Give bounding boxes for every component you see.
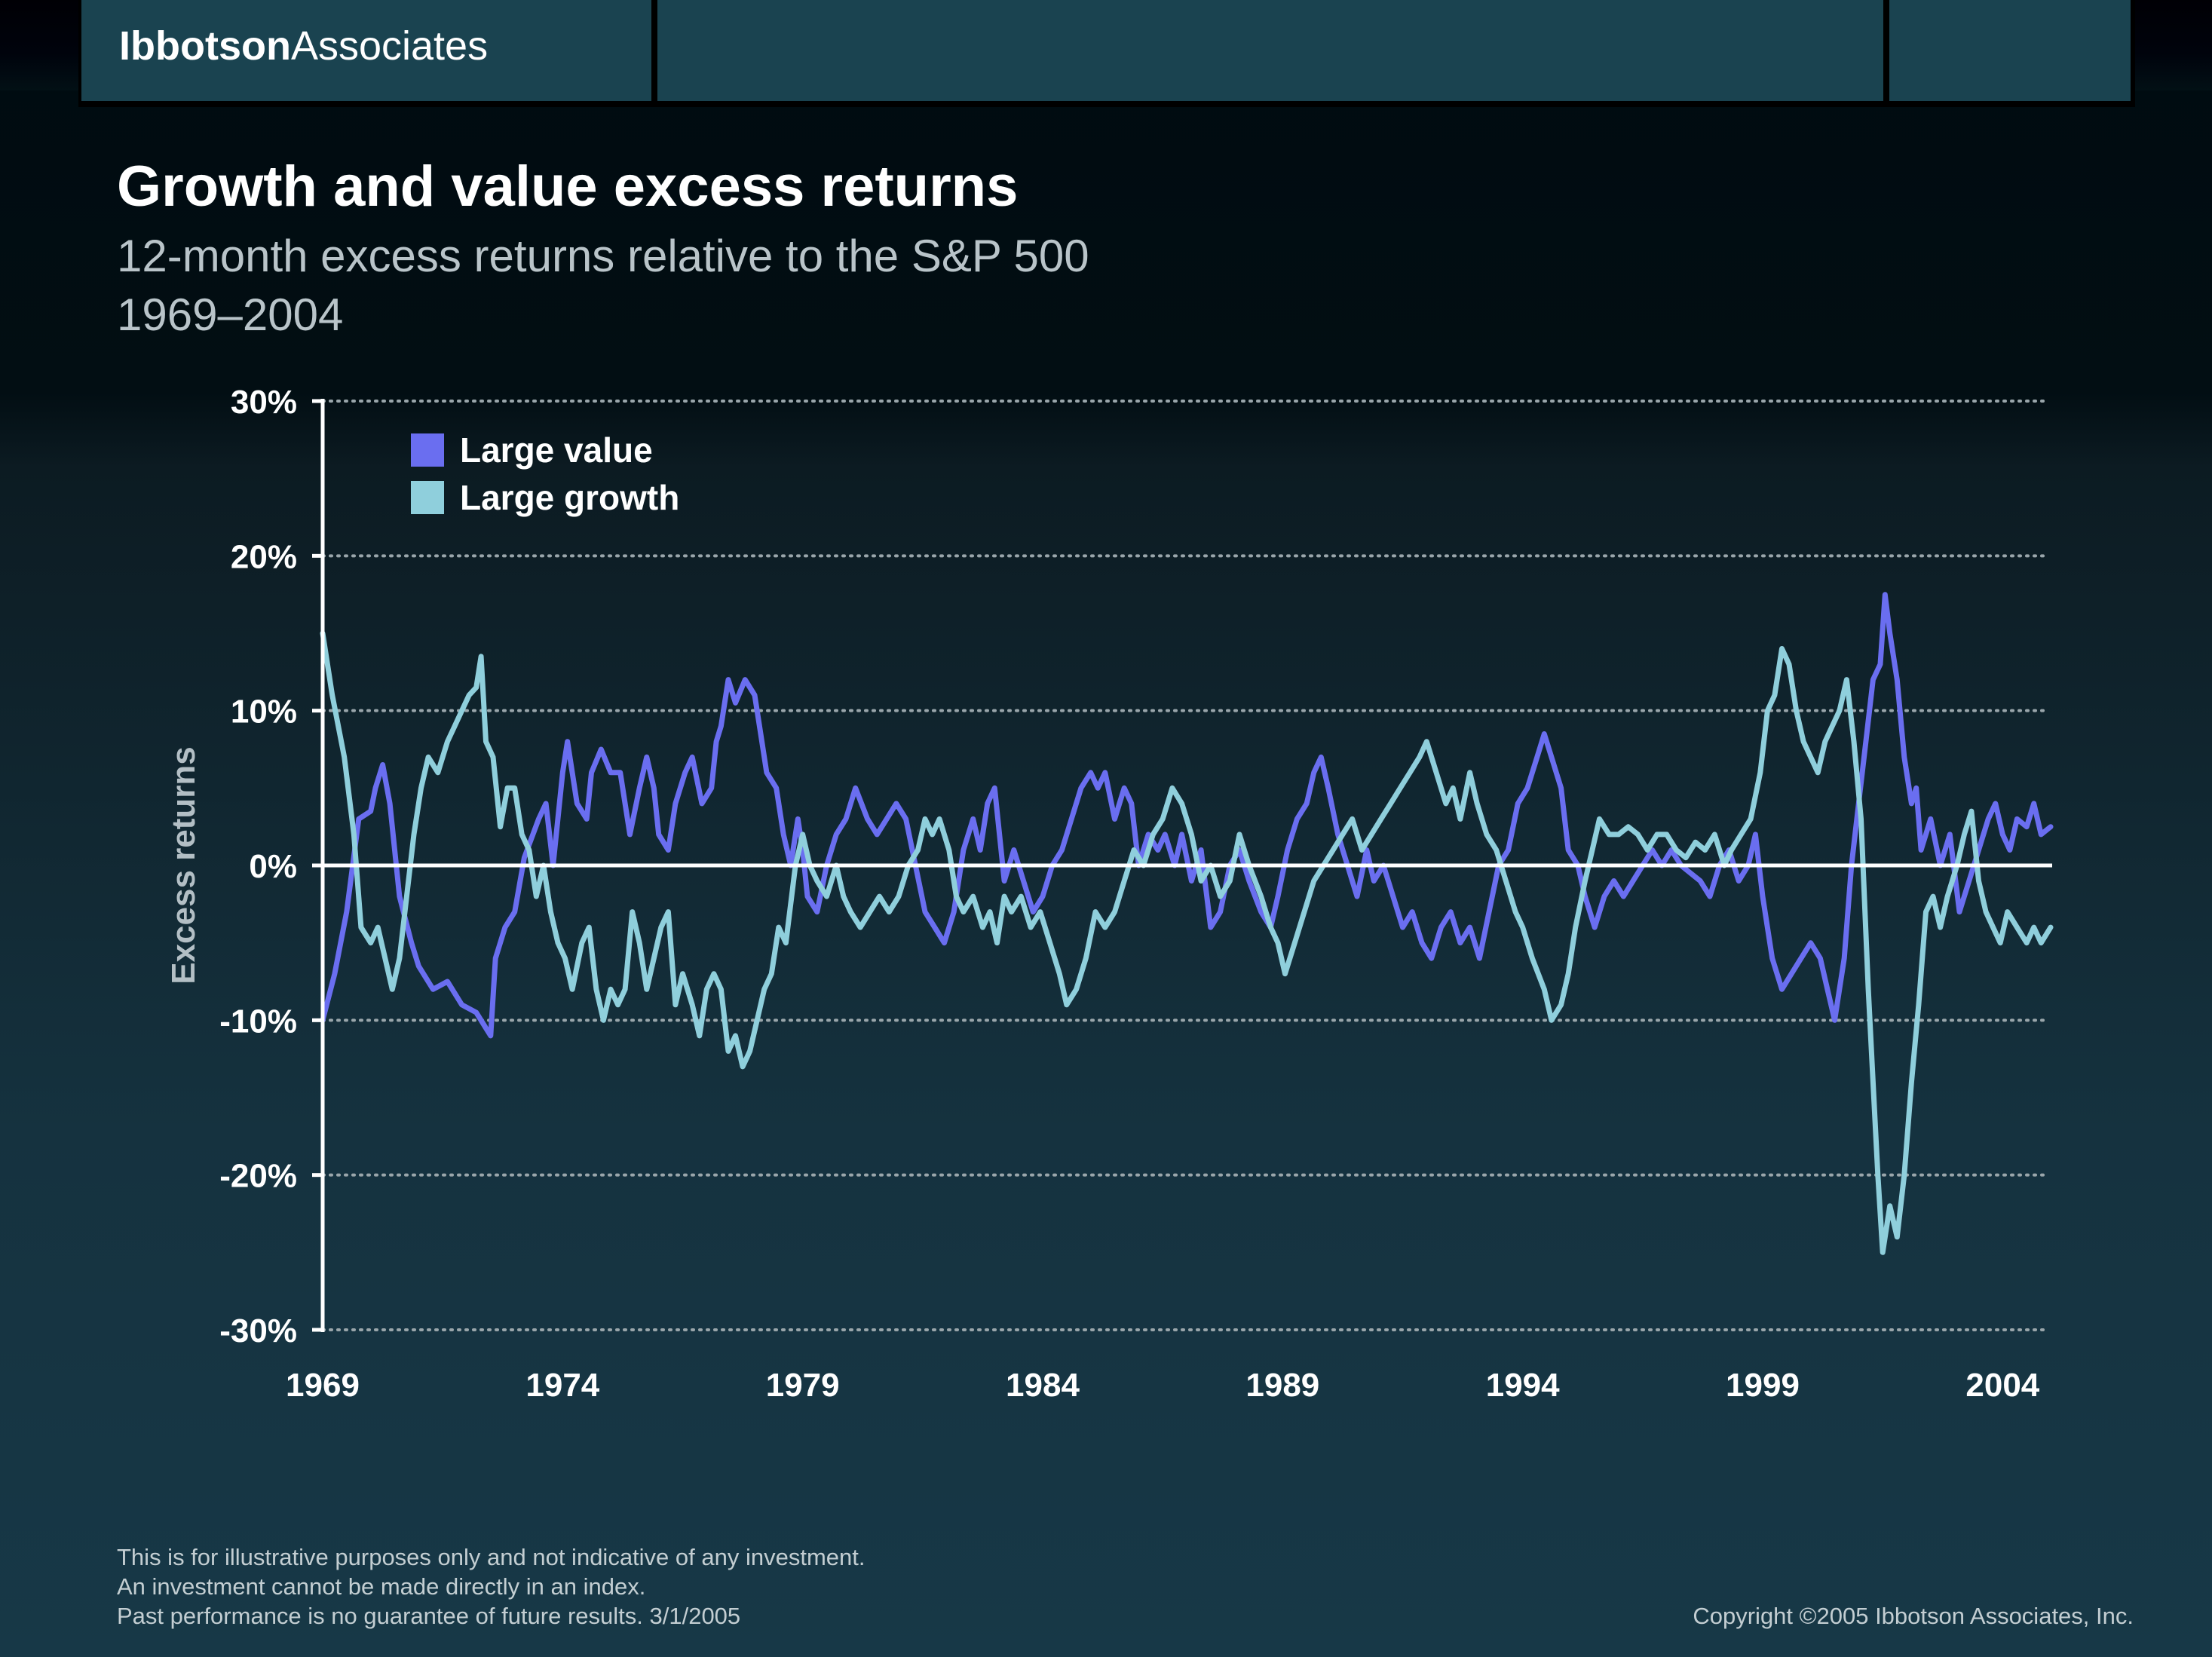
y-tick-label: -30% — [219, 1312, 297, 1349]
legend-swatch-large-value — [411, 433, 444, 467]
y-tick-label: -10% — [219, 1003, 297, 1040]
x-tick-label: 1974 — [525, 1367, 599, 1404]
x-tick-label: 1994 — [1486, 1367, 1560, 1404]
logo-bold-text: Ibbotson — [119, 23, 291, 69]
y-tick-label: -20% — [219, 1158, 297, 1195]
y-tick-label: 10% — [231, 694, 297, 730]
disclaimer-line: An investment cannot be made directly in… — [117, 1573, 646, 1600]
series-line-large-growth — [320, 630, 2054, 1255]
y-tick-label: 20% — [231, 538, 297, 575]
legend-swatch-large-growth — [411, 481, 444, 514]
y-tick-label: 0% — [249, 848, 297, 885]
header-logo-cell — [81, 0, 651, 101]
page-date-range: 1969–2004 — [117, 289, 344, 340]
company-logo: IbbotsonAssociates — [119, 26, 488, 66]
page-title: Growth and value excess returns — [117, 155, 1019, 219]
x-tick-label: 2004 — [1965, 1367, 2039, 1404]
disclaimer-line: This is for illustrative purposes only a… — [117, 1544, 865, 1570]
x-tick-label: 1989 — [1245, 1367, 1319, 1404]
x-tick-label: 1969 — [286, 1367, 360, 1404]
disclaimer: This is for illustrative purposes only a… — [117, 1542, 865, 1631]
x-tick-label: 1979 — [766, 1367, 840, 1404]
header-right-cell — [1889, 0, 2131, 101]
y-axis-label: Excess returns — [165, 746, 202, 985]
legend-label: Large growth — [460, 478, 679, 517]
logo-regular-text: Associates — [290, 23, 489, 69]
legend-label: Large value — [460, 430, 653, 470]
disclaimer-line: Past performance is no guarantee of futu… — [117, 1603, 741, 1629]
header-middle-cell — [657, 0, 1883, 101]
copyright-notice: Copyright ©2005 Ibbotson Associates, Inc… — [1693, 1603, 2134, 1629]
x-tick-label: 1984 — [1006, 1367, 1080, 1404]
x-tick-label: 1999 — [1726, 1367, 1800, 1404]
page-subtitle: 12-month excess returns relative to the … — [117, 231, 1089, 281]
y-tick-label: 30% — [231, 384, 297, 421]
